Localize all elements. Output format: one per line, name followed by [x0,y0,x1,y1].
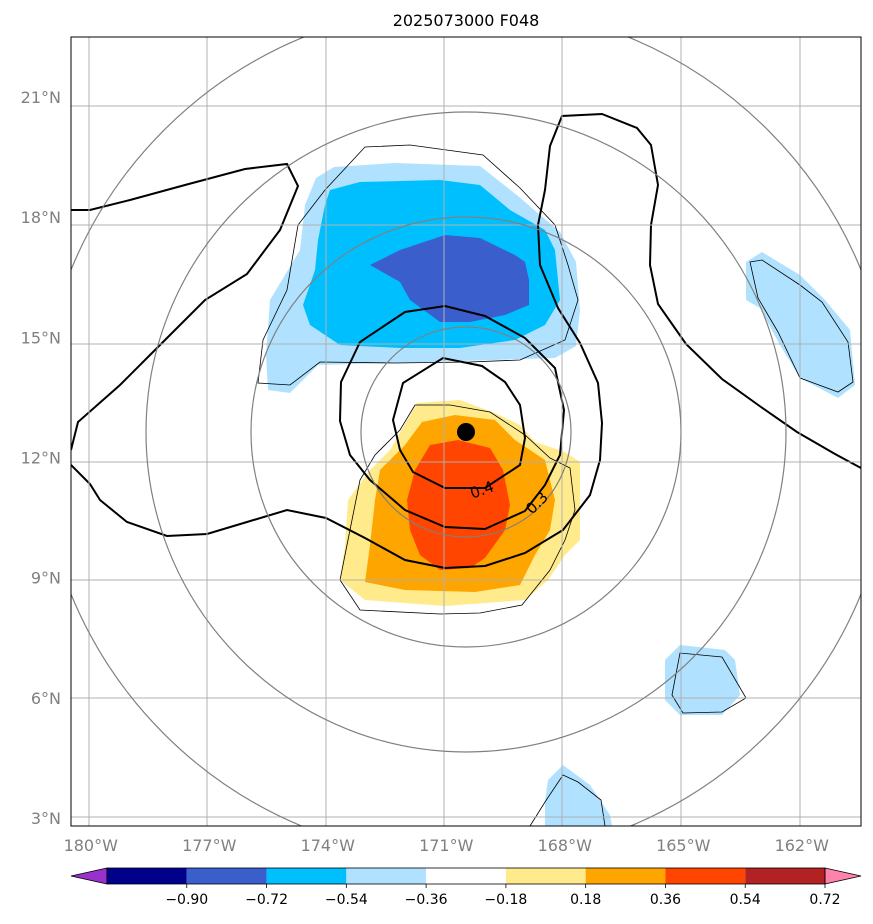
lon-tick-label: 168°W [538,836,593,855]
colorbar-tick-label: −0.90 [165,892,208,908]
colorbar-extend-max [824,867,862,885]
colorbar-bin [107,868,187,884]
thick-contour-west-lower [71,112,861,570]
thick-contour-ring-outer [338,304,566,531]
colorbar-tick-label: −0.36 [405,892,448,908]
lon-tick-label: 180°W [64,836,119,855]
thick-contour-ring-inner [391,356,527,489]
colorbar-tick-label: 0.54 [730,892,761,908]
shade-royal-blue [370,235,529,322]
colorbar-bin [186,868,267,884]
colorbar-frame [106,867,826,885]
colorbar-tick-label: 0.36 [650,892,681,908]
colorbar: −0.90 −0.72 −0.54 −0.36 −0.18 0.18 0.36 0.54 0.7… [70,867,862,908]
colorbar-tick-label: −0.18 [484,892,527,908]
shade-orange-red [407,440,510,570]
longitude-axis: 180°W 177°W 174°W 171°W 168°W 165°W 162°W [64,836,830,855]
map-area: 0.4 0.3 [71,37,861,826]
colorbar-bin [745,868,825,884]
colorbar-bin [585,868,666,884]
lon-tick-label: 174°W [301,836,356,855]
lat-tick-label: 15°N [21,328,61,347]
colorbar-bin [346,868,427,884]
colorbar-tick-label: 0.18 [570,892,601,908]
colorbar-bin [505,868,586,884]
colorbar-tick-label: −0.72 [245,892,288,908]
lat-tick-label: 12°N [21,449,61,468]
thick-contour-west-band [71,162,300,451]
lat-tick-label: 6°N [31,689,61,708]
map-frame [70,36,862,827]
lat-tick-label: 18°N [21,208,61,227]
thick-contours [71,112,861,570]
colorbar-tick-label: −0.54 [325,892,368,908]
lon-tick-label: 162°W [775,836,830,855]
thin-contour-east [749,259,854,393]
lon-tick-label: 177°W [182,836,237,855]
colorbar-bin [665,868,746,884]
chart-title: 2025073000 F048 [393,11,540,30]
thin-contour-south-tip [529,774,606,826]
lat-tick-label: 9°N [31,569,61,588]
lon-tick-label: 171°W [419,836,474,855]
storm-center-marker [457,423,475,441]
lon-tick-label: 165°W [656,836,711,855]
lat-tick-label: 21°N [21,88,61,107]
range-rings [71,37,861,826]
colorbar-tick-label: 0.72 [809,892,840,908]
colorbar-extend-min [70,867,108,885]
latitude-axis: 3°N 6°N 9°N 12°N 15°N 18°N 21°N [21,88,61,828]
lat-tick-label: 3°N [31,809,61,828]
colorbar-bin [426,868,506,884]
colorbar-bin [266,868,347,884]
map-gridlines [71,37,861,826]
